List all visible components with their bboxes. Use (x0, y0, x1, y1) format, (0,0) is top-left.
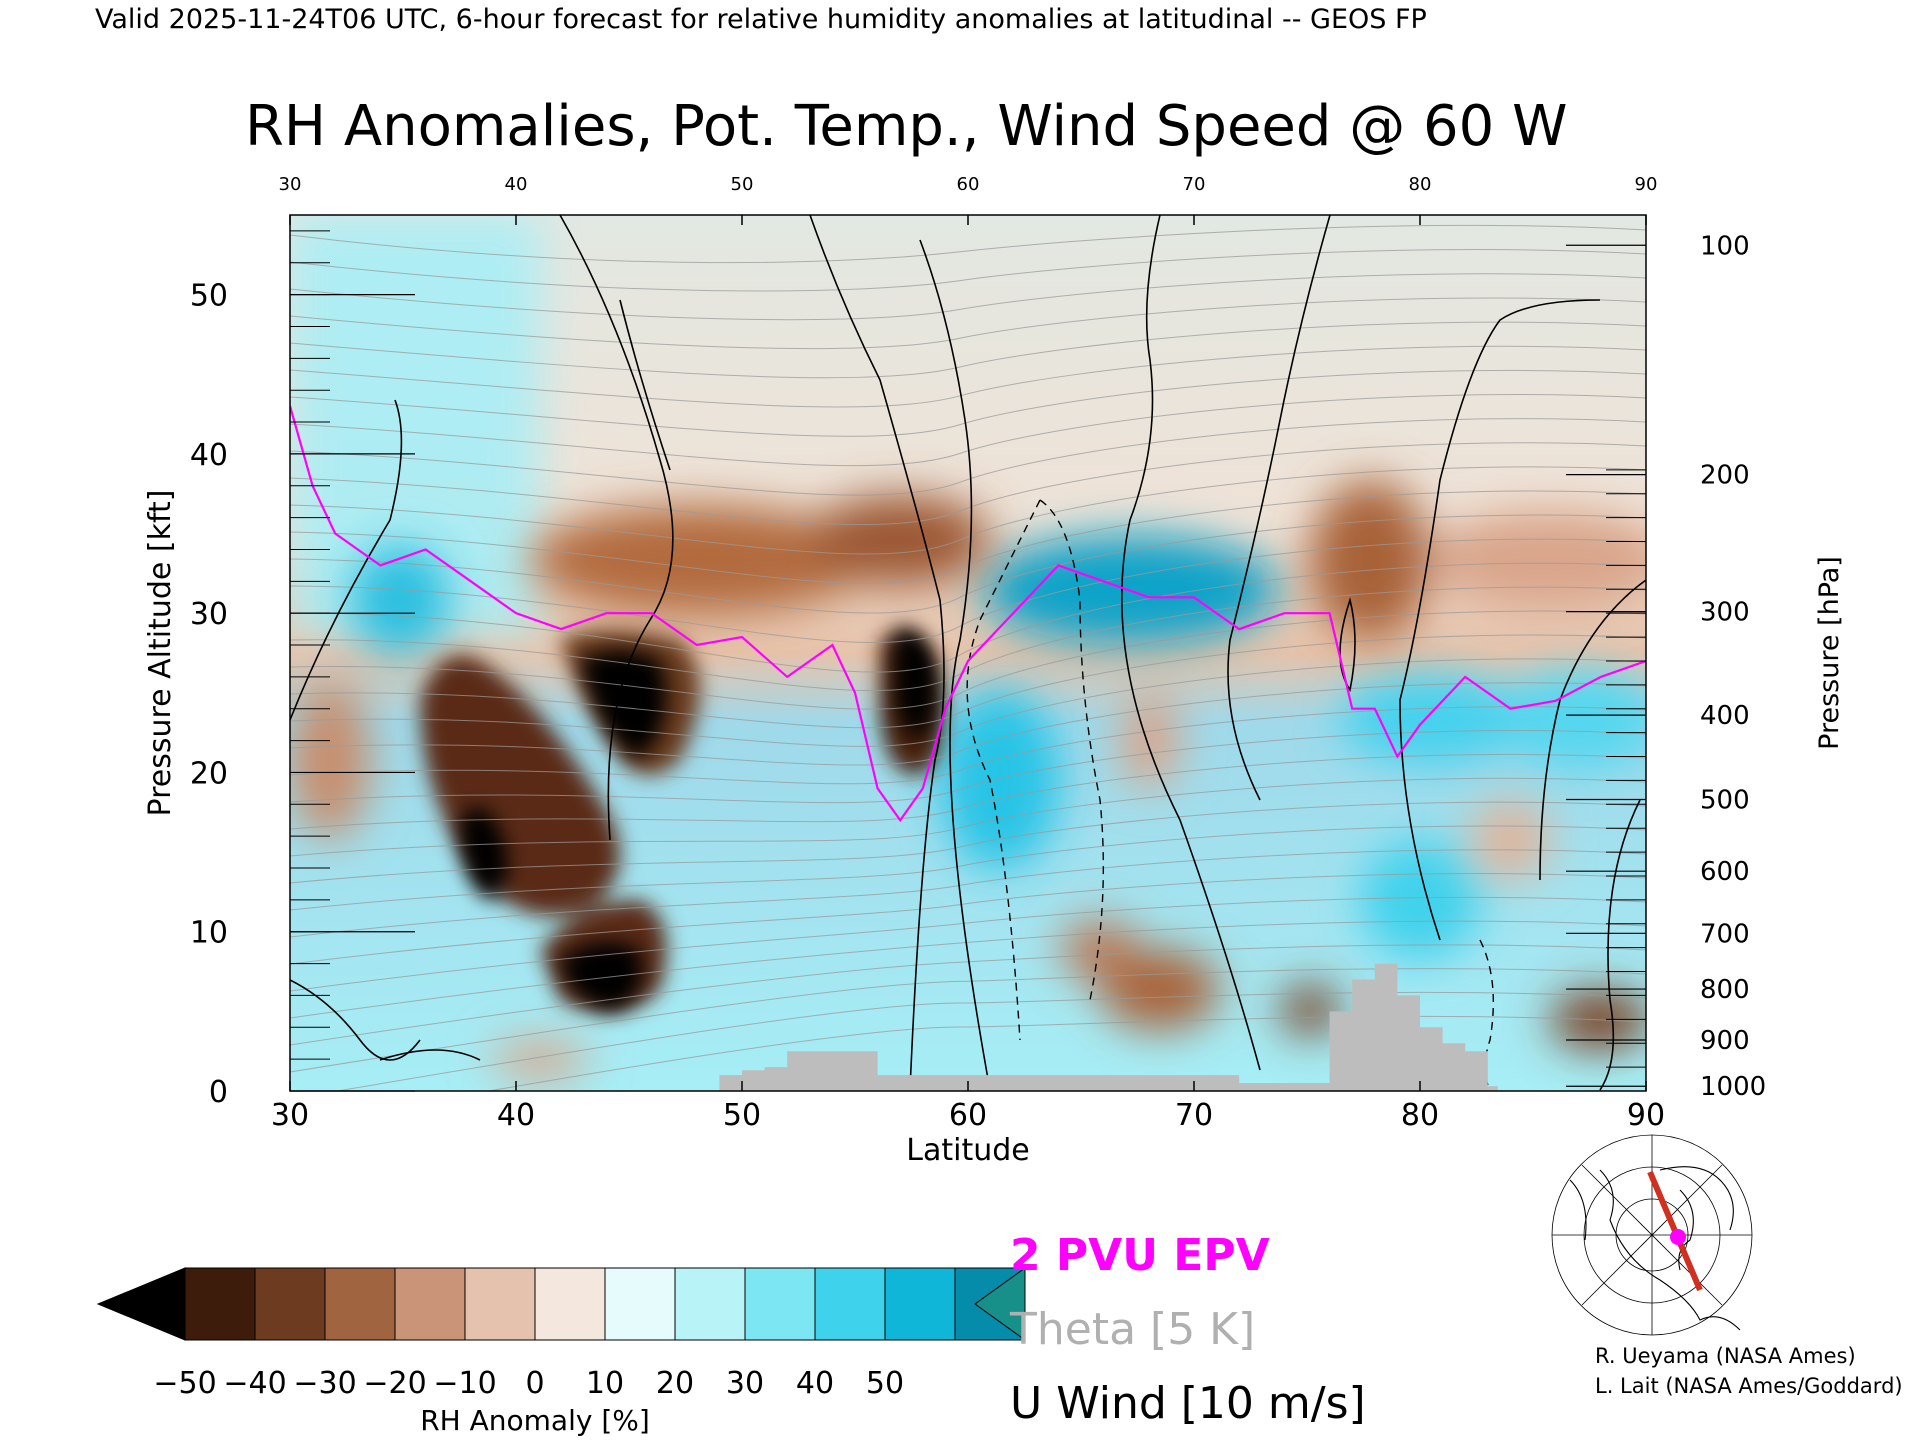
x-top-tick-label: 80 (1409, 174, 1432, 195)
x-tick-label: 30 (271, 1098, 309, 1133)
y-axis-right: 100 200 300 400 500 600 700 800 900 1000 (1566, 231, 1766, 1102)
x-top-tick-label: 30 (279, 174, 302, 195)
colorbar-tick-label: 0 (525, 1366, 544, 1401)
colorbar-bin (464, 1267, 536, 1341)
p-tick-label: 100 (1700, 231, 1750, 261)
y-axis-label-right: Pressure [hPa] (1814, 556, 1845, 750)
x-axis-top: 30 40 50 60 70 80 90 (279, 174, 1658, 225)
colorbar-tick-label: 20 (656, 1366, 694, 1401)
x-tick-label: 60 (949, 1098, 987, 1133)
legend: 2 PVU EPV Theta [5 K] U Wind [10 m/s] (1009, 1230, 1366, 1429)
colorbar-bin (394, 1267, 466, 1341)
colorbar-tick-label: 10 (586, 1366, 624, 1401)
colorbar-bin (744, 1267, 816, 1341)
terrain (719, 963, 1498, 1091)
colorbar-bin (324, 1267, 396, 1341)
x-tick-label: 50 (723, 1098, 761, 1133)
colorbar-tick-label: 50 (866, 1366, 904, 1401)
wind-contours (290, 215, 1646, 1091)
x-top-tick-label: 90 (1635, 174, 1658, 195)
colorbar-bin (254, 1267, 326, 1341)
y-tick-label: 30 (190, 597, 228, 632)
colorbar-tick-label: 40 (796, 1366, 834, 1401)
x-top-tick-label: 40 (505, 174, 528, 195)
y-tick-label: 10 (190, 916, 228, 951)
colorbar-high-arrow (974, 1267, 1026, 1341)
p-tick-label: 500 (1700, 786, 1750, 816)
x-top-tick-label: 60 (957, 174, 980, 195)
y-tick-label: 0 (209, 1075, 228, 1110)
x-top-tick-label: 50 (731, 174, 754, 195)
p-tick-label: 700 (1700, 919, 1750, 949)
credit-1: R. Ueyama (NASA Ames) (1595, 1344, 1856, 1368)
colorbar-bin (184, 1267, 256, 1341)
colorbar-tick-label: −30 (293, 1366, 356, 1401)
colorbar-low-arrow (96, 1267, 186, 1341)
colorbar-tick-label: −50 (153, 1366, 216, 1401)
colorbar: −50 −40 −30 −20 −10 0 10 20 30 40 50 (96, 1267, 1026, 1401)
y-axis-left: 0 10 20 30 40 50 (190, 230, 415, 1110)
plot-area (290, 215, 1646, 1091)
colorbar-label: RH Anomaly [%] (420, 1404, 650, 1437)
p-tick-label: 800 (1700, 975, 1750, 1005)
valid-line: Valid 2025-11-24T06 UTC, 6-hour forecast… (95, 4, 1427, 35)
credit-2: L. Lait (NASA Ames/Goddard) (1595, 1374, 1903, 1398)
p-tick-label: 1000 (1700, 1072, 1766, 1102)
x-axis-bottom: 30 40 50 60 70 80 90 (271, 1081, 1665, 1133)
p-tick-label: 600 (1700, 857, 1750, 887)
p-tick-label: 300 (1700, 598, 1750, 628)
y-tick-label: 40 (190, 438, 228, 473)
p-tick-label: 400 (1700, 701, 1750, 731)
wind-contours-negative (966, 499, 1495, 1091)
y-tick-label: 50 (190, 279, 228, 314)
legend-uwind: U Wind [10 m/s] (1010, 1378, 1366, 1429)
x-tick-label: 70 (1175, 1098, 1213, 1133)
legend-theta: Theta [5 K] (1009, 1304, 1255, 1355)
p-tick-label: 900 (1700, 1026, 1750, 1056)
colorbar-bin (674, 1267, 746, 1341)
x-top-tick-label: 70 (1183, 174, 1206, 195)
colorbar-bin (884, 1267, 956, 1341)
x-tick-label: 40 (497, 1098, 535, 1133)
pv-2pvu-line (290, 405, 1646, 823)
legend-pvu: 2 PVU EPV (1010, 1230, 1270, 1281)
x-tick-label: 90 (1627, 1098, 1665, 1133)
x-tick-label: 80 (1401, 1098, 1439, 1133)
y-axis-label-left: Pressure Altitude [kft] (143, 490, 178, 817)
colorbar-bin (534, 1267, 606, 1341)
colorbar-tick-label: −10 (433, 1366, 496, 1401)
p-tick-label: 200 (1700, 461, 1750, 491)
x-axis-label: Latitude (906, 1133, 1029, 1168)
inset-map (1551, 1134, 1753, 1336)
colorbar-bin (814, 1267, 886, 1341)
y-tick-label: 20 (190, 756, 228, 791)
colorbar-tick-label: −40 (223, 1366, 286, 1401)
theta-contours (290, 224, 1646, 1091)
colorbar-tick-label: −20 (363, 1366, 426, 1401)
colorbar-bin (604, 1267, 676, 1341)
colorbar-tick-label: 30 (726, 1366, 764, 1401)
chart-title: RH Anomalies, Pot. Temp., Wind Speed @ 6… (245, 94, 1567, 159)
